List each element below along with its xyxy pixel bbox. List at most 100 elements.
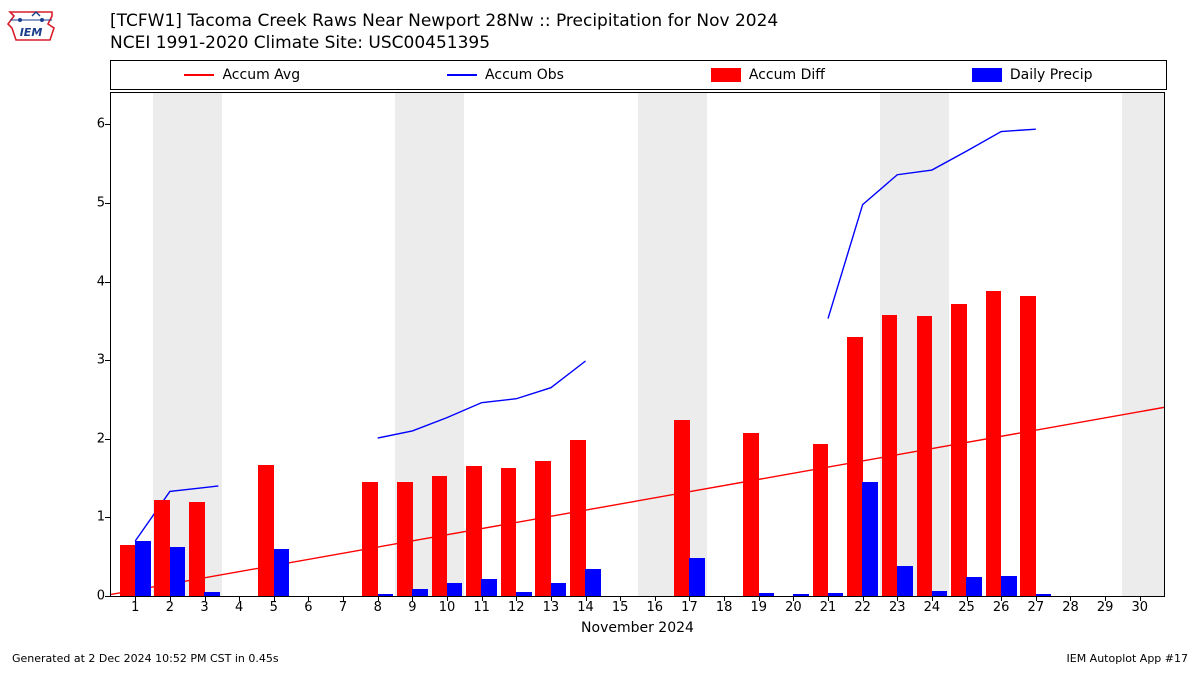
legend: Accum Avg Accum Obs Accum Diff Daily Precip [110, 60, 1167, 90]
x-tick-mark [863, 596, 864, 601]
x-tick-label: 17 [681, 600, 698, 615]
x-tick-label: 10 [439, 600, 456, 615]
x-tick-label: 7 [339, 600, 347, 615]
bar [135, 541, 151, 596]
series-line [378, 361, 586, 438]
x-tick-mark [378, 596, 379, 601]
bar [847, 337, 863, 596]
bar [501, 468, 517, 596]
x-tick-label: 20 [785, 600, 802, 615]
y-tick-label: 1 [45, 510, 105, 525]
bar [986, 291, 1002, 596]
bar [951, 304, 967, 596]
x-tick-label: 3 [200, 600, 208, 615]
svg-text:IEM: IEM [20, 26, 43, 39]
bar [743, 433, 759, 596]
x-tick-mark [620, 596, 621, 601]
bar [154, 500, 170, 596]
series-line [135, 486, 218, 541]
x-tick-mark [516, 596, 517, 601]
x-tick-mark [308, 596, 309, 601]
x-tick-mark [239, 596, 240, 601]
bar [466, 466, 482, 596]
bar [882, 315, 898, 596]
x-tick-label: 2 [166, 600, 174, 615]
y-tick-label: 2 [45, 431, 105, 446]
bar [813, 444, 829, 596]
legend-label: Daily Precip [1010, 67, 1093, 83]
bar [516, 592, 532, 596]
bar [362, 482, 378, 596]
x-tick-mark [551, 596, 552, 601]
iem-logo: IEM [6, 6, 56, 46]
x-tick-mark [205, 596, 206, 601]
bar [1036, 594, 1052, 596]
bar [570, 440, 586, 596]
bar [447, 583, 463, 596]
bar [412, 589, 428, 596]
bar [759, 593, 775, 596]
x-tick-mark [412, 596, 413, 601]
x-tick-mark [689, 596, 690, 601]
y-tick-label: 6 [45, 117, 105, 132]
x-tick-mark [828, 596, 829, 601]
x-tick-label: 11 [473, 600, 490, 615]
x-tick-mark [482, 596, 483, 601]
bar [274, 549, 290, 596]
bar [170, 547, 186, 597]
bar [551, 583, 567, 596]
footer-right: IEM Autoplot App #17 [1067, 652, 1189, 665]
series-line [828, 129, 1036, 318]
bar [966, 577, 982, 596]
x-tick-mark [1105, 596, 1106, 601]
title-line-2: NCEI 1991-2020 Climate Site: USC00451395 [110, 32, 778, 54]
legend-label: Accum Avg [222, 67, 300, 83]
x-tick-mark [170, 596, 171, 601]
bar [828, 593, 844, 596]
x-tick-label: 28 [1062, 600, 1079, 615]
bar [1001, 576, 1017, 596]
legend-item: Accum Avg [184, 67, 300, 83]
x-tick-label: 21 [820, 600, 837, 615]
x-tick-label: 16 [647, 600, 664, 615]
x-tick-mark [967, 596, 968, 601]
bar [862, 482, 878, 596]
legend-item: Accum Diff [711, 67, 825, 83]
bar [535, 461, 551, 596]
y-tick-label: 0 [45, 589, 105, 604]
x-tick-label: 5 [270, 600, 278, 615]
y-tick-label: 5 [45, 196, 105, 211]
x-tick-mark [655, 596, 656, 601]
x-tick-mark [897, 596, 898, 601]
bar [481, 579, 497, 596]
bar [1020, 296, 1036, 596]
legend-label: Accum Obs [485, 67, 564, 83]
legend-swatch [711, 68, 741, 82]
legend-item: Daily Precip [972, 67, 1093, 83]
bar [674, 420, 690, 596]
x-tick-mark [447, 596, 448, 601]
x-tick-mark [343, 596, 344, 601]
x-tick-label: 12 [508, 600, 525, 615]
legend-label: Accum Diff [749, 67, 825, 83]
bar [585, 569, 601, 596]
x-axis-label: November 2024 [110, 620, 1165, 636]
x-tick-label: 30 [1131, 600, 1148, 615]
x-tick-label: 25 [958, 600, 975, 615]
chart-title: [TCFW1] Tacoma Creek Raws Near Newport 2… [110, 10, 778, 54]
x-tick-label: 22 [854, 600, 871, 615]
title-line-1: [TCFW1] Tacoma Creek Raws Near Newport 2… [110, 10, 778, 32]
x-tick-label: 18 [716, 600, 733, 615]
x-tick-mark [274, 596, 275, 601]
x-tick-label: 23 [889, 600, 906, 615]
x-tick-label: 9 [408, 600, 416, 615]
y-tick-label: 4 [45, 274, 105, 289]
legend-swatch [184, 74, 214, 76]
bar [793, 594, 809, 596]
x-tick-mark [759, 596, 760, 601]
x-tick-label: 8 [374, 600, 382, 615]
x-tick-mark [1036, 596, 1037, 601]
x-tick-mark [1001, 596, 1002, 601]
bar [258, 465, 274, 596]
x-tick-label: 13 [543, 600, 560, 615]
